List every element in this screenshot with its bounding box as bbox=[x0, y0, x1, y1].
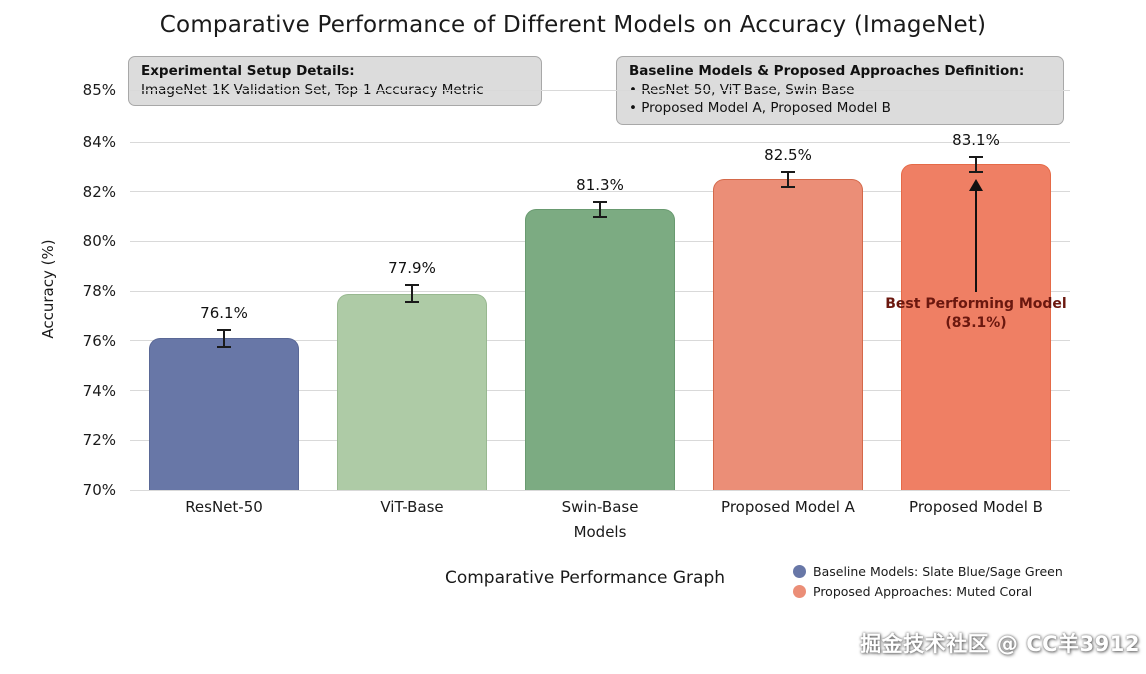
chart-title: Comparative Performance of Different Mod… bbox=[159, 12, 987, 38]
error-bar-cap bbox=[593, 200, 607, 203]
legend: Baseline Models: Slate Blue/Sage Green Pr… bbox=[793, 561, 1063, 601]
gridline bbox=[130, 89, 1070, 91]
y-tick-label: 82% bbox=[82, 182, 116, 201]
error-bar-cap bbox=[405, 283, 419, 286]
y-axis-label: Accuracy (%) bbox=[39, 239, 57, 339]
legend-row: Proposed Approaches: Muted Coral bbox=[793, 581, 1063, 601]
chart-caption: Comparative Performance Graph bbox=[444, 568, 726, 588]
gridline bbox=[130, 489, 1070, 491]
y-tick-label: 76% bbox=[82, 331, 116, 350]
bar-swin-base bbox=[525, 209, 675, 490]
error-bar-cap bbox=[217, 346, 231, 349]
legend-label: Proposed Approaches: Muted Coral bbox=[813, 583, 1033, 599]
y-tick-label: 80% bbox=[82, 232, 116, 251]
gridline bbox=[130, 191, 1070, 193]
legend-row: Baseline Models: Slate Blue/Sage Green bbox=[793, 561, 1063, 581]
setup-box-title: Experimental Setup Details: bbox=[141, 63, 355, 79]
best-model-arrow bbox=[975, 190, 977, 292]
error-bar-cap bbox=[405, 301, 419, 304]
experimental-setup-box: Experimental Setup Details: ImageNet-1K … bbox=[128, 56, 542, 107]
x-axis-label: Models bbox=[573, 523, 627, 541]
bar-value-label: 76.1% bbox=[200, 303, 248, 322]
legend-marker-icon bbox=[793, 584, 806, 598]
x-tick-label: Proposed Model A bbox=[721, 498, 855, 516]
bar-proposed-model-a bbox=[713, 179, 863, 490]
y-tick-label: 85% bbox=[82, 81, 116, 99]
error-bar bbox=[787, 171, 789, 187]
y-tick-label: 72% bbox=[82, 431, 116, 450]
error-bar-cap bbox=[781, 170, 795, 173]
bar-value-label: 81.3% bbox=[576, 175, 624, 194]
error-bar-cap bbox=[969, 170, 983, 173]
y-tick-label: 78% bbox=[82, 282, 116, 301]
legend-label: Baseline Models: Slate Blue/Sage Green bbox=[813, 563, 1063, 579]
x-tick-label: ViT-Base bbox=[380, 498, 444, 516]
legend-marker-icon bbox=[793, 564, 806, 578]
best-model-annotation: Best Performing Model (83.1%) bbox=[885, 296, 1067, 331]
error-bar bbox=[599, 201, 601, 217]
error-bar-cap bbox=[781, 185, 795, 188]
x-tick-label: ResNet-50 bbox=[185, 498, 263, 516]
error-bar bbox=[411, 284, 413, 303]
gridline bbox=[130, 141, 1070, 143]
error-bar bbox=[975, 156, 977, 172]
bar-resnet-50 bbox=[149, 338, 299, 490]
error-bar-cap bbox=[593, 215, 607, 218]
y-tick-label: 84% bbox=[82, 133, 116, 151]
x-tick-label: Swin-Base bbox=[561, 498, 639, 516]
bar-value-label: 77.9% bbox=[388, 258, 436, 277]
bar-value-label: 82.5% bbox=[764, 145, 812, 164]
bar-vit-base bbox=[337, 293, 487, 490]
error-bar-cap bbox=[217, 328, 231, 331]
error-bar-cap bbox=[969, 155, 983, 158]
y-tick-label: 70% bbox=[82, 481, 116, 499]
best-model-arrowhead-icon bbox=[969, 179, 983, 191]
definition-box-title: Baseline Models & Proposed Approaches De… bbox=[629, 63, 1025, 79]
error-bar bbox=[223, 329, 225, 348]
x-tick-label: Proposed Model B bbox=[909, 498, 1043, 516]
watermark: 掘金技术社区 @ CC羊3912 bbox=[860, 632, 1140, 656]
definition-box-bullet-2: • Proposed Model A, Proposed Model B bbox=[629, 100, 891, 117]
bar-value-label: 83.1% bbox=[952, 130, 1000, 149]
y-tick-label: 74% bbox=[82, 381, 116, 400]
